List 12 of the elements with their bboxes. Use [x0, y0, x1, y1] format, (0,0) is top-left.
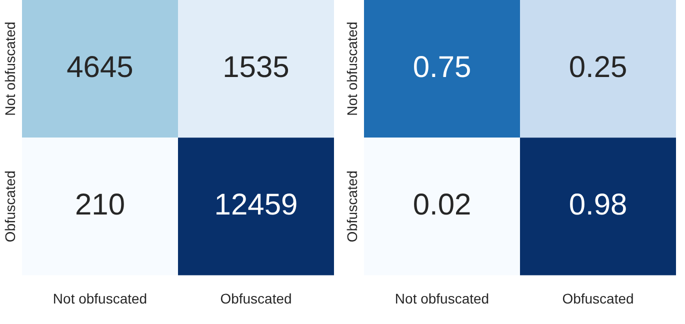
x-tick-label: Not obfuscated — [52, 290, 148, 306]
data-label: 12459 — [214, 188, 298, 222]
x-tick-label: Not obfuscated — [394, 290, 490, 306]
data-label: 0.25 — [568, 51, 628, 84]
x-tick-label: Obfuscated — [562, 290, 634, 306]
data-label: 210 — [74, 188, 126, 222]
data-label: 4645 — [66, 51, 134, 84]
data-label: 0.02 — [412, 188, 472, 222]
data-label: 0.75 — [412, 51, 472, 84]
data-label: 0.98 — [568, 188, 628, 222]
data-label: 1535 — [222, 51, 290, 84]
x-tick-label: Obfuscated — [220, 290, 292, 306]
